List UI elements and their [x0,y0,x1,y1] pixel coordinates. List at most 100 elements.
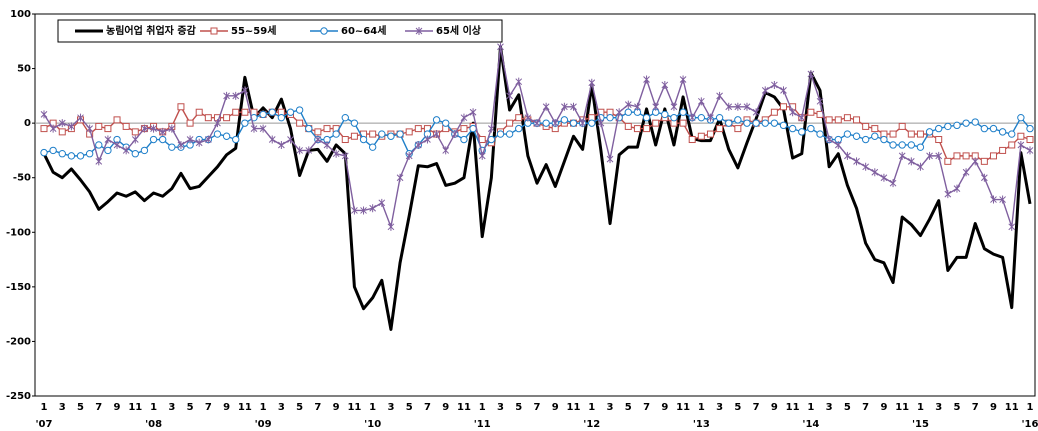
marker [880,135,888,144]
marker [1026,136,1034,144]
marker [953,184,961,193]
x-tick-label: 1 [588,402,595,413]
marker [716,125,724,133]
marker [606,113,614,122]
marker [971,157,979,166]
x-tick-label: 9 [880,402,887,413]
x-tick-label: 7 [424,402,431,413]
marker [807,108,815,116]
marker [405,128,413,136]
marker [624,122,632,130]
marker [1026,146,1034,155]
marker [953,121,961,130]
marker [478,151,486,160]
marker [387,132,395,140]
marker [615,108,623,117]
marker [624,108,632,116]
x-tick-label: 7 [205,402,212,413]
marker [378,198,386,207]
marker [761,119,769,127]
marker [149,135,158,144]
marker [496,130,505,138]
marker [320,27,328,35]
marker [734,102,742,111]
marker [505,130,514,138]
marker [889,141,897,149]
x-year-label: '08 [145,419,162,430]
marker [387,222,395,231]
x-tick-label: 7 [314,402,321,413]
marker [907,157,915,166]
marker [369,204,377,213]
marker [150,124,157,133]
marker [414,140,422,149]
marker [935,124,943,133]
x-tick-label: 5 [406,402,413,413]
marker [214,119,221,128]
marker [314,135,322,144]
marker [606,155,614,164]
x-year-label: '10 [364,419,381,430]
x-tick-label: 3 [497,402,504,413]
marker [524,113,532,122]
x-tick-label: 11 [128,402,142,413]
marker [451,130,459,139]
marker [58,128,66,136]
legend: 농림어업 취업자 증감 55~59세 60~64세 65세 이상 [57,19,503,43]
marker [935,151,943,160]
x-tick-label: 1 [917,402,924,413]
marker [597,119,605,128]
marker [743,119,751,127]
marker [278,140,285,149]
x-tick-label: 9 [442,402,449,413]
marker [424,135,431,144]
marker [725,119,733,127]
x-tick-label: 1 [807,402,814,413]
x-tick-label: 1 [1027,402,1034,413]
y-tick-label: 100 [10,9,31,20]
x-tick-label: 9 [223,402,230,413]
x-year-label: '09 [255,419,272,430]
marker [752,108,760,117]
marker [305,146,313,155]
marker [104,146,112,155]
x-tick-label: 11 [238,402,252,413]
marker [898,122,906,130]
marker [990,195,997,204]
x-tick-label: 11 [786,402,800,413]
marker [241,119,249,127]
marker [414,125,422,133]
marker [58,119,66,128]
x-tick-label: 3 [607,402,614,413]
marker [935,136,943,144]
marker [232,108,240,116]
marker [862,122,870,130]
x-tick-label: 5 [625,402,632,413]
marker [670,113,678,122]
marker [460,135,468,144]
marker [551,119,559,128]
marker [661,110,669,119]
marker [323,125,331,133]
marker [569,119,578,127]
marker [861,135,870,144]
marker [588,78,596,87]
marker [652,119,660,127]
marker [770,108,778,116]
x-tick-label: 9 [114,402,121,413]
marker [113,140,121,149]
y-tick-label: -200 [6,336,31,347]
marker [232,91,240,100]
marker [542,119,550,127]
marker [1026,124,1034,133]
marker [962,119,970,127]
x-tick-label: 11 [457,402,471,413]
x-tick-label: 3 [826,402,833,413]
x-tick-label: 5 [844,402,851,413]
x-year-label: '14 [802,419,819,430]
marker [798,128,806,136]
x-year-label: '13 [693,419,710,430]
marker [95,122,103,130]
marker [670,102,678,111]
marker [916,143,925,151]
